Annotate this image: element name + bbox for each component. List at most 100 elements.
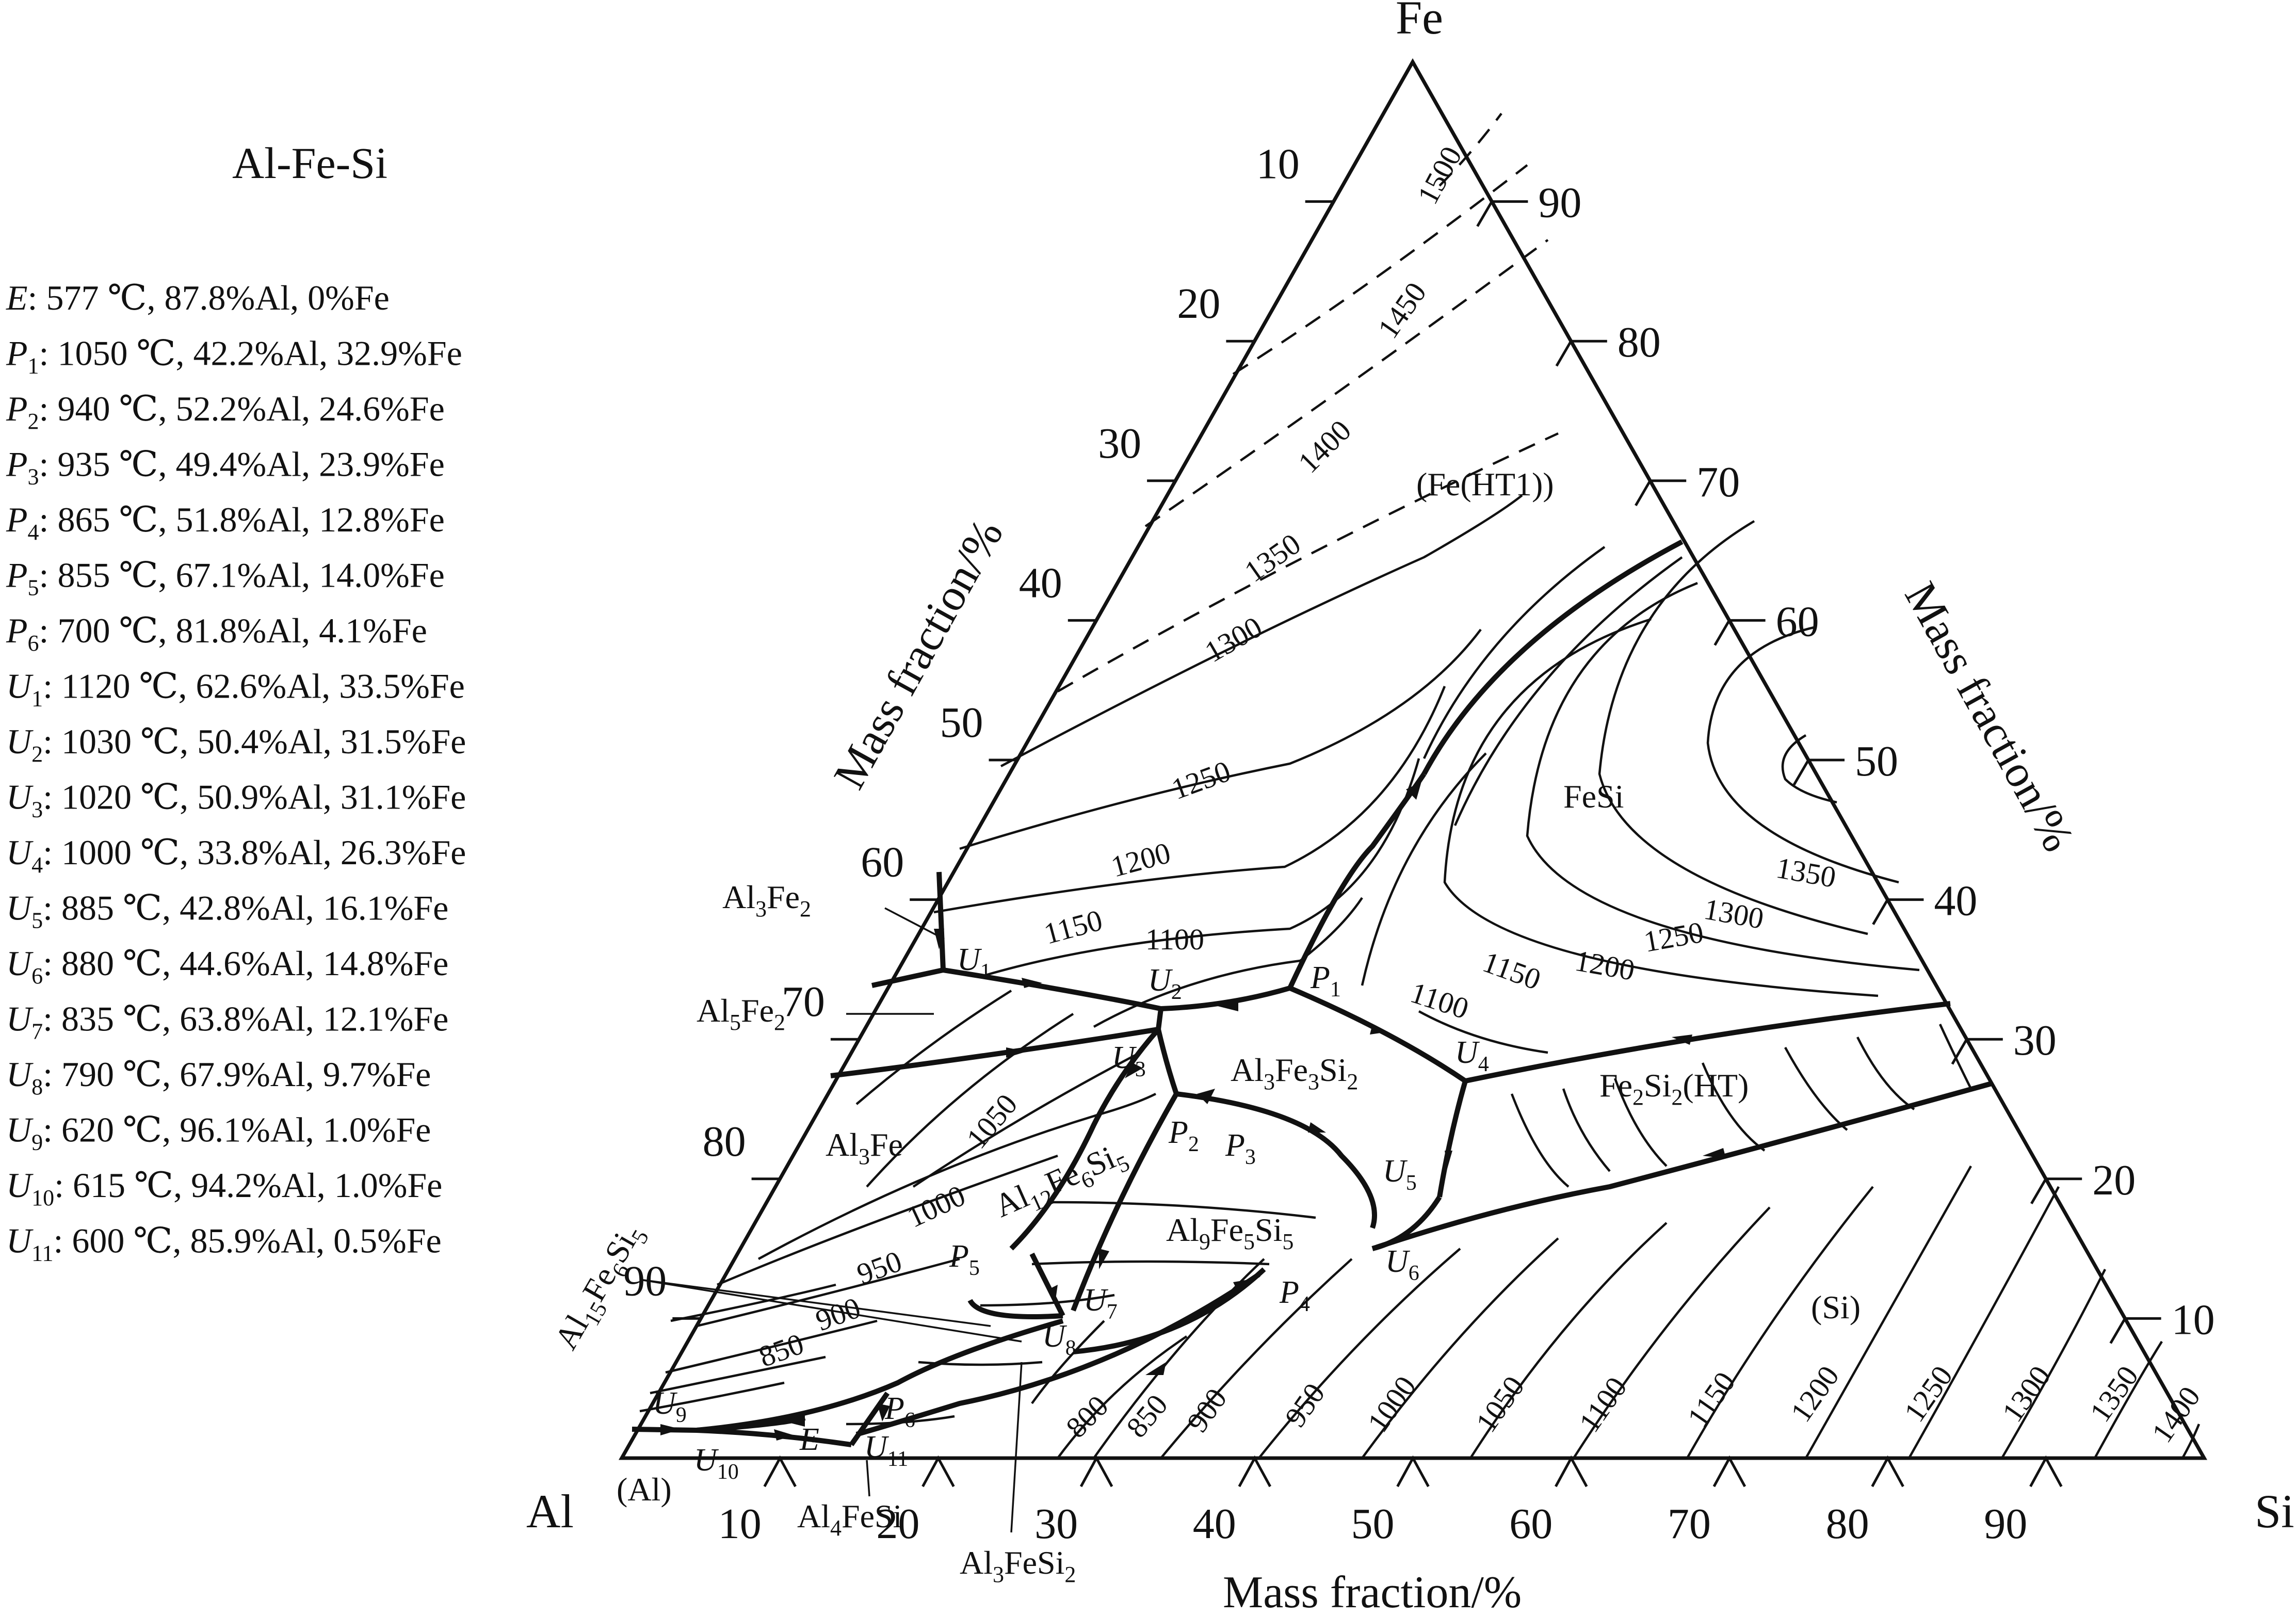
leader-al3fesi2 (1010, 1362, 1023, 1533)
invariant-subscript: 11 (31, 1241, 53, 1266)
invariant-symbol: E (6, 278, 28, 317)
invariant-symbol: U (6, 1166, 34, 1205)
arrow-p4-left (1233, 1280, 1249, 1292)
isotherm-950 (717, 1154, 1058, 1286)
invariant-values: : 1050 ℃, 42.2%Al, 32.9%Fe (39, 334, 462, 373)
invariant-subscript: 9 (31, 1130, 43, 1155)
right-tick (1951, 1038, 2003, 1065)
arrow-u9-u10 (660, 1424, 681, 1435)
left-tick (1147, 455, 1191, 482)
left-tick (910, 874, 954, 901)
right-tick-label: 10 (2172, 1296, 2215, 1344)
invariant-symbol: U (6, 1110, 34, 1150)
right-edge-tick-marks (1476, 200, 2161, 1344)
isotherm-1500 (1438, 112, 1502, 187)
left-tick-label: 30 (1098, 419, 1141, 467)
right-tick (1872, 898, 1924, 925)
invariant-row: U1: 1120 ℃, 62.6%Al, 33.5%Fe (6, 667, 465, 712)
valley-u8-u9 (696, 1318, 1064, 1433)
left-tick-label: 70 (782, 978, 825, 1026)
si-isotherm-800 (1057, 1335, 1188, 1459)
valley-p2-u7 (1071, 1092, 1179, 1312)
arrow-u3-branch (1125, 1063, 1143, 1078)
si-isotherm-1400 (2181, 1424, 2201, 1459)
valley-al5fe2-u3 (830, 1027, 1159, 1078)
invariant-row: U4: 1000 ℃, 33.8%Al, 26.3%Fe (6, 833, 466, 878)
ternary-region-line-b (1031, 1260, 1270, 1266)
invariant-symbol: U (6, 833, 34, 872)
invariant-symbol: P (6, 389, 28, 428)
bottom-tick (1238, 1455, 1271, 1488)
valley-u3-branch (1009, 1027, 1160, 1251)
valley-p5-u7 (1029, 1252, 1065, 1317)
leader-al4fesi (866, 1460, 870, 1497)
right-tick-label: 80 (1618, 318, 1661, 366)
phase-label-al3fe: Al3Fe (826, 1126, 903, 1169)
invariant-values: : 935 ℃, 49.4%Al, 23.9%Fe (39, 445, 445, 484)
right-tick (1555, 340, 1607, 367)
ternary-region-line-c (980, 1294, 1115, 1307)
invariant-values: : 835 ℃, 63.8%Al, 12.1%Fe (43, 999, 448, 1039)
isotherm-1350-dashed (1057, 432, 1559, 692)
bottom-tick-label: 80 (1826, 1500, 1869, 1548)
right-tick-label: 70 (1696, 458, 1740, 506)
bottom-tick-label: 10 (718, 1500, 762, 1548)
invariant-row: U7: 835 ℃, 63.8%Al, 12.1%Fe (6, 999, 448, 1044)
isotherm-al-low-a (650, 1355, 826, 1395)
fe2si2-stripe-5 (1856, 1036, 1915, 1110)
invariant-symbol: U (6, 1055, 34, 1094)
point-label-u8: U8 (1042, 1319, 1076, 1360)
invariant-values: : 700 ℃, 81.8%Al, 4.1%Fe (39, 611, 427, 650)
bottom-tick (1079, 1455, 1113, 1488)
left-tick (1068, 595, 1112, 622)
invariant-values: : 615 ℃, 94.2%Al, 1.0%Fe (54, 1166, 442, 1205)
fesi-isotherm-inner-1350 (1781, 734, 1837, 804)
si-isotherm-1000 (1361, 1237, 1559, 1459)
bottom-tick (763, 1455, 797, 1488)
fesi-isotherm-label-1350: 1350 (1774, 851, 1839, 894)
right-tick (1635, 479, 1687, 507)
fesi-isotherm-1100 (1418, 1010, 1548, 1054)
isotherm-al-low-c (670, 1283, 836, 1322)
fe2si2-stripe-4 (1784, 1046, 1848, 1131)
valley-p6-u11 (855, 1272, 1260, 1437)
invariant-values: : 620 ℃, 96.1%Al, 1.0%Fe (43, 1110, 431, 1150)
diagram-title: Al-Fe-Si (232, 138, 387, 188)
si-isotherm-950 (1258, 1248, 1461, 1459)
si-isotherm-label-1400: 1400 (2145, 1380, 2207, 1448)
si-isotherm-label-900: 900 (1180, 1382, 1233, 1439)
isotherm-al3fe-b (855, 990, 1012, 1105)
right-tick-label: 30 (2013, 1016, 2057, 1064)
invariant-row: P2: 940 ℃, 52.2%Al, 24.6%Fe (6, 389, 445, 434)
bottom-tick-label: 70 (1668, 1500, 1711, 1548)
fesi-isotherm-1300 (1706, 625, 1899, 884)
arrow-p2-down (1197, 1089, 1215, 1104)
left-tick (751, 1153, 796, 1181)
isotherm-1150 (985, 758, 1420, 977)
corner-label-al: Al (526, 1485, 574, 1538)
point-label-p6: P6 (884, 1391, 915, 1432)
bottom-tick (1555, 1455, 1588, 1488)
invariant-row: E: 577 ℃, 87.8%Al, 0%Fe (6, 278, 390, 317)
invariant-values: : 790 ℃, 67.9%Al, 9.7%Fe (43, 1055, 431, 1094)
si-isotherm-1200 (1805, 1165, 1972, 1459)
isotherm-1050 (912, 1052, 1141, 1188)
invariant-row: U2: 1030 ℃, 50.4%Al, 31.5%Fe (6, 722, 466, 767)
point-label-u11: U11 (864, 1430, 908, 1471)
invariant-point-list: E: 577 ℃, 87.8%Al, 0%Fe P1: 1050 ℃, 42.2%… (6, 278, 466, 1266)
si-isotherm-label-1200: 1200 (1784, 1360, 1846, 1428)
fe2si2-stripe-6 (1938, 1024, 1972, 1090)
left-tick-label: 40 (1019, 559, 1062, 607)
invariant-subscript: 5 (31, 908, 43, 933)
invariant-row: P1: 1050 ℃, 42.2%Al, 32.9%Fe (6, 334, 462, 379)
arrow-u1-u2 (1022, 978, 1042, 988)
point-label-u6: U6 (1385, 1244, 1419, 1285)
left-tick (1226, 315, 1270, 343)
invariant-row: P4: 865 ℃, 51.8%Al, 12.8%Fe (6, 500, 445, 545)
isotherm-1450 (1232, 164, 1528, 375)
point-label-u10: U10 (694, 1443, 739, 1484)
invariant-subscript: 8 (31, 1074, 43, 1100)
isotherm-label-1500: 1500 (1411, 141, 1468, 209)
point-label-p1: P1 (1310, 960, 1341, 1001)
